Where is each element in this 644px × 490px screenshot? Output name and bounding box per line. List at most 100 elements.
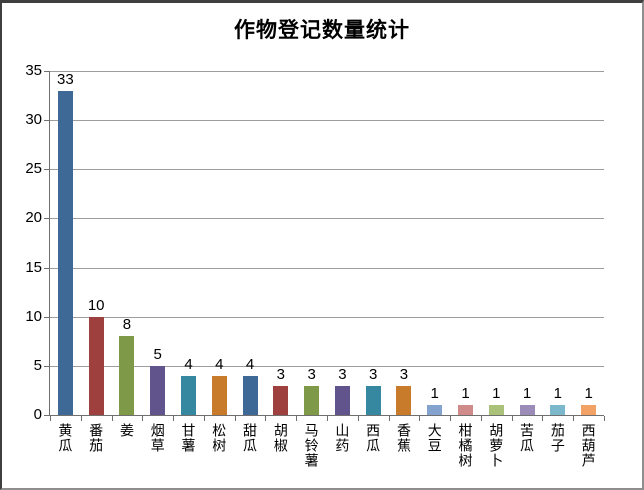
bar-马铃薯 [304, 385, 320, 415]
bar-value-label: 1 [430, 385, 439, 403]
bar-value-label: 1 [461, 385, 470, 403]
bar-value-label: 3 [399, 365, 409, 383]
x-axis-tick [573, 416, 575, 421]
y-axis-tick [44, 120, 50, 122]
y-axis-tick-label: 30 [25, 111, 42, 129]
x-axis-tick [265, 416, 267, 421]
x-axis-tick [111, 416, 113, 421]
x-axis-tick [480, 416, 482, 421]
bar-value-label: 5 [153, 345, 162, 363]
x-axis-tick [357, 416, 359, 421]
gridline [50, 120, 604, 122]
bar-value-label: 1 [522, 385, 532, 403]
y-axis-tick [44, 316, 50, 318]
x-axis-tick [296, 416, 298, 421]
x-axis-category-label: 胡椒 [272, 423, 289, 453]
x-axis-category-label: 甜瓜 [242, 423, 259, 453]
x-axis-tick [388, 416, 390, 421]
y-axis-tick [44, 267, 50, 269]
x-axis-tick [450, 416, 452, 421]
x-axis-tick [142, 416, 144, 421]
x-axis-category-label: 姜 [118, 423, 135, 438]
x-axis-category-label: 山药 [334, 423, 351, 453]
y-axis-tick-label: 0 [33, 406, 42, 423]
bar-大豆 [427, 405, 443, 415]
x-axis-category-label: 马铃薯 [303, 423, 320, 468]
y-axis-tick [44, 415, 50, 416]
x-axis-category-label: 香蕉 [395, 423, 412, 453]
y-axis-tick-label: 10 [25, 307, 42, 325]
bar-value-label: 3 [368, 365, 378, 383]
bar-苦瓜 [519, 405, 535, 415]
x-axis-category-label: 黄瓜 [57, 423, 74, 453]
bar-value-label: 3 [276, 365, 285, 383]
bar-value-label: 8 [122, 316, 132, 334]
x-axis-tick [542, 416, 544, 421]
bar-value-label: 4 [245, 355, 255, 373]
y-axis-line [49, 71, 50, 415]
bar-value-label: 33 [57, 70, 74, 88]
x-axis-category-label: 柑橘树 [457, 423, 474, 468]
bar-value-label: 4 [184, 355, 193, 373]
x-axis-tick [419, 416, 421, 421]
bar-value-label: 1 [553, 385, 562, 403]
y-axis-tick [44, 71, 50, 72]
bar-胡萝卜 [488, 405, 504, 415]
x-axis-tick [511, 416, 513, 421]
bar-香蕉 [396, 385, 412, 415]
x-axis-category-label: 茄子 [549, 423, 566, 453]
bar-山药 [334, 385, 350, 415]
x-axis-category-label: 烟草 [149, 423, 166, 453]
x-axis-category-label: 西葫芦 [580, 423, 597, 468]
y-axis-tick [44, 365, 50, 367]
x-axis-category-label: 松树 [211, 423, 228, 453]
bar-value-label: 1 [492, 385, 501, 403]
y-axis-tick-label: 25 [25, 160, 42, 178]
bar-value-label: 10 [87, 296, 105, 314]
x-axis-category-label: 大豆 [426, 423, 443, 453]
y-axis-tick-label: 20 [25, 209, 42, 227]
gridline [50, 316, 604, 318]
x-axis-tick [203, 416, 205, 421]
x-axis-category-label: 甘薯 [180, 423, 197, 453]
bar-value-label: 3 [307, 365, 316, 383]
x-axis-tick [604, 416, 605, 421]
x-axis-category-label: 胡萝卜 [488, 423, 505, 468]
gridline [50, 71, 604, 72]
x-axis-category-label: 苦瓜 [519, 423, 536, 453]
x-axis-tick [327, 416, 328, 421]
bar-value-label: 4 [215, 355, 224, 373]
x-axis-category-label: 西瓜 [365, 423, 382, 453]
x-axis-line [50, 415, 604, 416]
y-axis-tick [44, 218, 50, 220]
bar-烟草 [150, 365, 166, 415]
bar-甜瓜 [242, 375, 258, 415]
bar-松树 [211, 375, 227, 415]
y-axis-tick-label: 5 [33, 356, 42, 374]
x-axis-category-label: 番茄 [88, 423, 105, 453]
chart-title: 作物登记数量统计 [234, 19, 410, 42]
bar-西葫芦 [581, 405, 597, 415]
bar-胡椒 [273, 385, 289, 415]
bar-茄子 [550, 405, 566, 415]
bar-姜 [119, 336, 135, 415]
y-axis-tick-label: 15 [25, 258, 42, 276]
bar-柑橘树 [458, 405, 473, 415]
bar-value-label: 1 [584, 385, 593, 403]
x-axis-tick [80, 416, 82, 421]
gridline [50, 267, 604, 269]
x-axis-tick [173, 416, 175, 421]
bar-番茄 [88, 316, 104, 415]
gridline [50, 169, 604, 171]
bar-黄瓜 [57, 90, 73, 415]
bar-value-label: 3 [338, 365, 347, 383]
y-axis-tick-label: 35 [25, 62, 42, 79]
bar-西瓜 [365, 385, 381, 415]
x-axis-tick [50, 416, 51, 421]
bar-甘薯 [181, 375, 196, 415]
x-axis-tick [234, 416, 236, 421]
gridline [50, 365, 604, 367]
y-axis-tick [44, 169, 50, 171]
gridline [50, 218, 604, 220]
